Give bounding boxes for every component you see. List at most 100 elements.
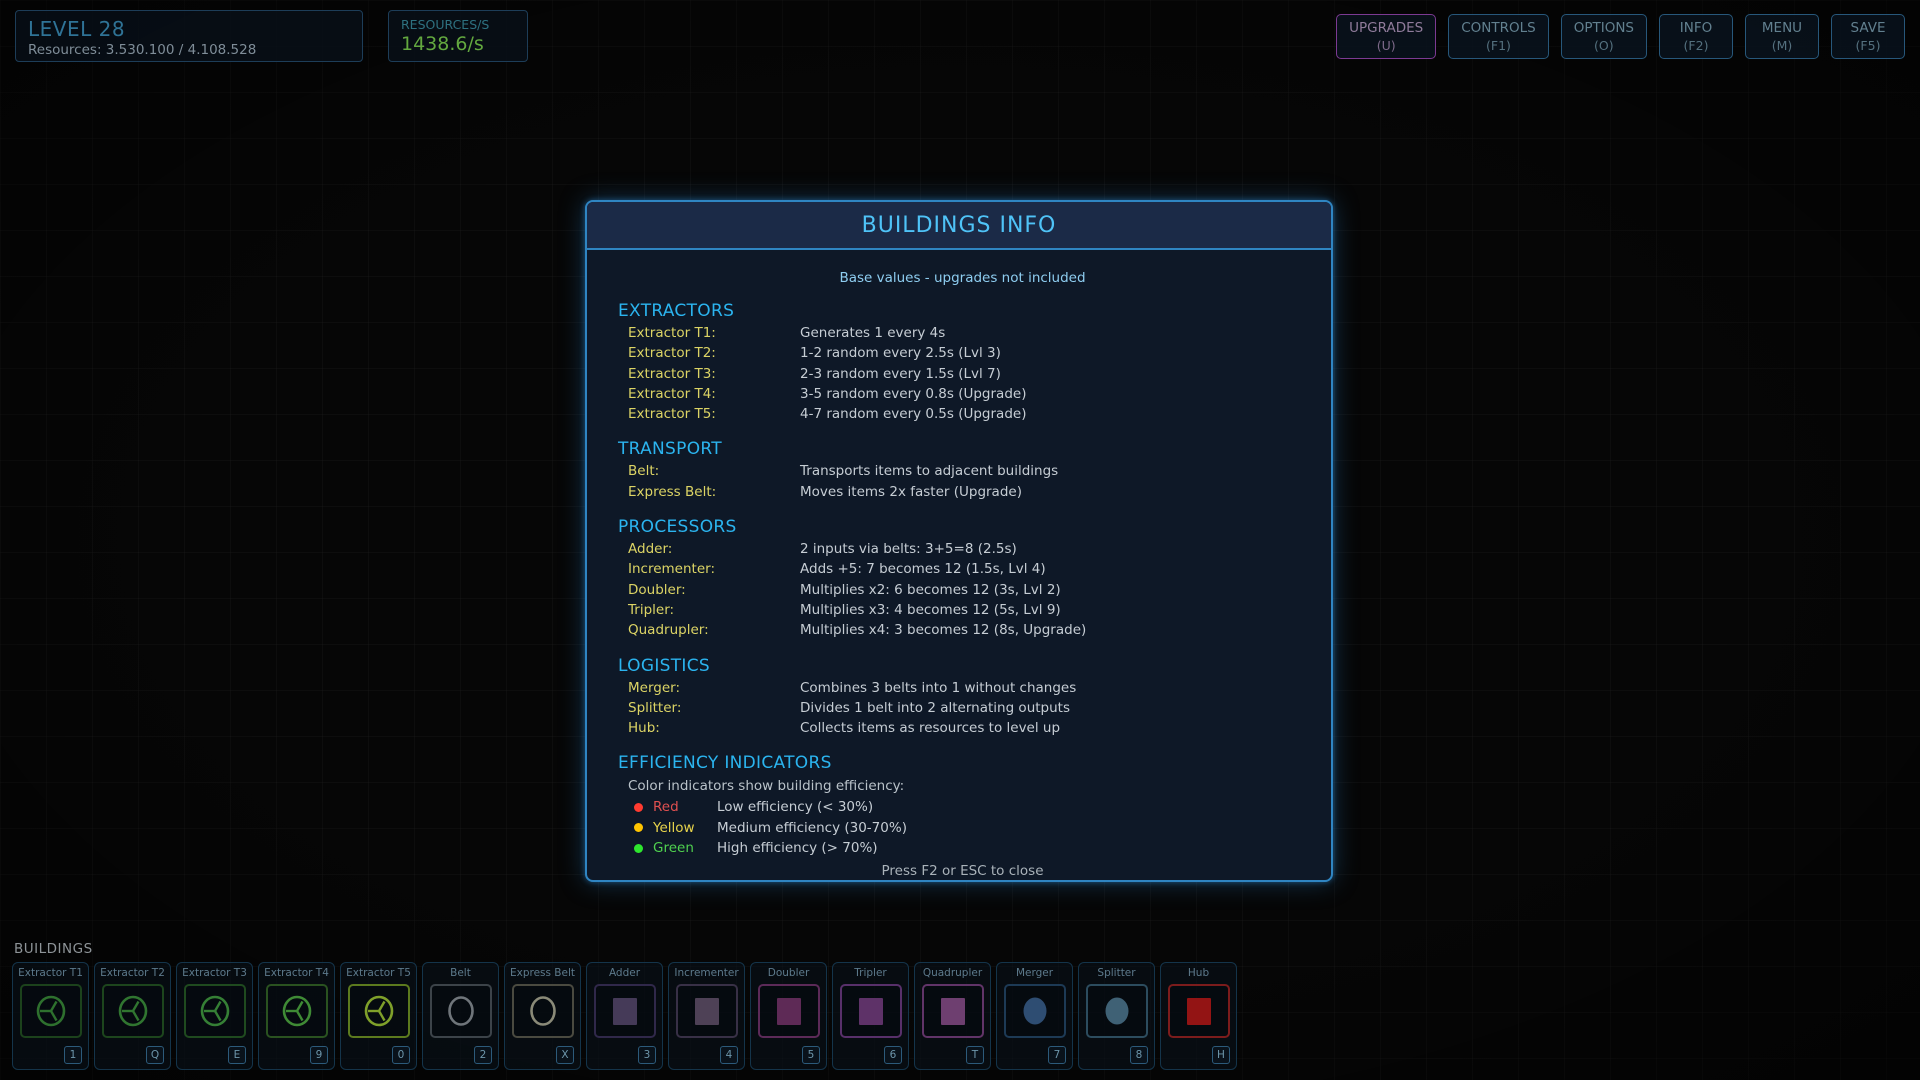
hotkey-badge: 2	[474, 1046, 492, 1064]
building-card-express-belt[interactable]: Express Belt X	[504, 962, 581, 1070]
hotkey-badge: 0	[392, 1046, 410, 1064]
level-resources: Resources: 3.530.100 / 4.108.528	[28, 42, 257, 58]
menu-button[interactable]: MENU (M)	[1745, 14, 1819, 59]
info-row-label: Incrementer:	[628, 561, 715, 578]
incrementer-icon-box	[675, 984, 738, 1038]
save-button[interactable]: SAVE (F5)	[1831, 14, 1905, 59]
building-card-quadrupler[interactable]: Quadrupler T	[914, 962, 991, 1070]
building-card-title: Extractor T3	[182, 967, 247, 979]
hotkey-badge: X	[556, 1046, 574, 1064]
tripler-icon-box	[839, 984, 902, 1038]
building-card-title: Adder	[608, 967, 641, 979]
info-button[interactable]: INFO (F2)	[1659, 14, 1733, 59]
quadrupler-icon	[940, 997, 965, 1025]
building-card-extractor-t3[interactable]: Extractor T3 E	[176, 962, 253, 1070]
hotkey-badge: 7	[1048, 1046, 1066, 1064]
info-row-value: Multiplies x4: 3 becomes 12 (8s, Upgrade…	[800, 622, 1087, 639]
building-card-incrementer[interactable]: Incrementer 4	[668, 962, 745, 1070]
buildings-info-modal: BUILDINGS INFO Base values - upgrades no…	[585, 200, 1333, 882]
menu-button-label: INFO	[1679, 19, 1713, 36]
building-card-extractor-t2[interactable]: Extractor T2 Q	[94, 962, 171, 1070]
info-row-value: Collects items as resources to level up	[800, 720, 1061, 737]
splitter-icon-box	[1085, 984, 1148, 1038]
building-card-title: Belt	[450, 967, 471, 979]
building-card-belt[interactable]: Belt 2	[422, 962, 499, 1070]
info-row-label: Extractor T3:	[628, 365, 716, 382]
modal-header: BUILDINGS INFO	[587, 202, 1331, 250]
building-card-doubler[interactable]: Doubler 5	[750, 962, 827, 1070]
building-card-extractor-t4[interactable]: Extractor T4 9	[258, 962, 335, 1070]
hotkey-badge: Q	[146, 1046, 164, 1064]
efficiency-row: Yellow Medium efficiency (30-70%)	[628, 818, 1307, 838]
info-row-label: Merger:	[628, 679, 681, 696]
rps-value: 1438.6/s	[401, 33, 484, 55]
building-card-splitter[interactable]: Splitter 8	[1078, 962, 1155, 1070]
menu-button-label: MENU	[1761, 19, 1803, 36]
building-card-title: Extractor T2	[100, 967, 165, 979]
building-card-title: Tripler	[854, 967, 887, 979]
yellow-dot-icon	[634, 823, 643, 833]
info-row-value: Multiplies x3: 4 becomes 12 (5s, Lvl 9)	[800, 601, 1061, 618]
info-row-value: 4-7 random every 0.5s (Upgrade)	[800, 406, 1027, 423]
building-card-title: Splitter	[1097, 967, 1136, 979]
merger-icon-box	[1003, 984, 1066, 1038]
express-belt-icon-box	[511, 984, 574, 1038]
info-row-label: Extractor T4:	[628, 385, 716, 402]
options-button[interactable]: OPTIONS (O)	[1560, 14, 1647, 59]
extractor-icon-box	[101, 984, 164, 1038]
menu-button-label: SAVE	[1850, 19, 1886, 36]
upgrades-button[interactable]: UPGRADES (U)	[1336, 14, 1437, 59]
modal-close-hint: Press F2 or ESC to close	[881, 863, 1044, 880]
efficiency-intro: Color indicators show building efficienc…	[628, 778, 905, 795]
info-row: Extractor T3: 2-3 random every 1.5s (Lvl …	[628, 364, 1307, 384]
info-row: Incrementer: Adds +5: 7 becomes 12 (1.5s,…	[628, 559, 1307, 579]
building-card-title: Incrementer	[674, 967, 739, 979]
hotkey-badge: 6	[884, 1046, 902, 1064]
splitter-icon	[1105, 997, 1128, 1025]
info-row: Hub: Collects items as resources to level…	[628, 718, 1307, 738]
hotkey-badge: 3	[638, 1046, 656, 1064]
building-card-hub[interactable]: Hub H	[1160, 962, 1237, 1070]
hotkey-badge: E	[228, 1046, 246, 1064]
info-row-value: 2 inputs via belts: 3+5=8 (2.5s)	[800, 541, 1017, 558]
menu-button-label: OPTIONS	[1573, 19, 1634, 36]
info-row-label: Extractor T5:	[628, 406, 716, 423]
extractor-icon-box	[347, 984, 410, 1038]
efficiency-description: Medium efficiency (30-70%)	[717, 819, 907, 836]
info-row: Express Belt: Moves items 2x faster (Upgr…	[628, 482, 1307, 502]
building-card-title: Extractor T5	[346, 967, 411, 979]
extractor-icon	[200, 995, 229, 1027]
section-heading: PROCESSORS	[618, 517, 737, 538]
efficiency-row: Red Low efficiency (< 30%)	[628, 797, 1307, 817]
hub-icon	[1186, 997, 1211, 1025]
info-row: Doubler: Multiplies x2: 6 becomes 12 (3s,…	[628, 580, 1307, 600]
hotkey-badge: T	[966, 1046, 984, 1064]
adder-icon	[612, 997, 637, 1025]
extractor-icon-box	[265, 984, 328, 1038]
toolbar-label: BUILDINGS	[14, 941, 93, 957]
info-row-label: Hub:	[628, 720, 660, 737]
building-card-adder[interactable]: Adder 3	[586, 962, 663, 1070]
info-row: Extractor T5: 4-7 random every 0.5s (Upgr…	[628, 404, 1307, 424]
hotkey-badge: 4	[720, 1046, 738, 1064]
menu-button-hotkey: (F1)	[1486, 37, 1511, 53]
info-row-label: Quadrupler:	[628, 622, 709, 639]
building-card-extractor-t5[interactable]: Extractor T5 0	[340, 962, 417, 1070]
info-row-value: Generates 1 every 4s	[800, 325, 946, 341]
building-card-extractor-t1[interactable]: Extractor T1 1	[12, 962, 89, 1070]
controls-button[interactable]: CONTROLS (F1)	[1448, 14, 1549, 59]
menu-button-hotkey: (O)	[1594, 37, 1614, 53]
info-row-value: 2-3 random every 1.5s (Lvl 7)	[800, 365, 1001, 382]
building-card-title: Express Belt	[509, 967, 576, 979]
building-card-title: Extractor T1	[18, 967, 83, 979]
doubler-icon-box	[757, 984, 820, 1038]
extractor-icon	[364, 995, 393, 1027]
building-card-merger[interactable]: Merger 7	[996, 962, 1073, 1070]
info-row: Belt: Transports items to adjacent buildi…	[628, 461, 1307, 481]
info-row: Quadrupler: Multiplies x4: 3 becomes 12 (…	[628, 620, 1307, 640]
hotkey-badge: 5	[802, 1046, 820, 1064]
building-card-tripler[interactable]: Tripler 6	[832, 962, 909, 1070]
menu-button-label: CONTROLS	[1461, 19, 1536, 36]
modal-subtitle: Base values - upgrades not included	[839, 270, 1086, 286]
efficiency-row: Green High efficiency (> 70%)	[628, 838, 1307, 858]
